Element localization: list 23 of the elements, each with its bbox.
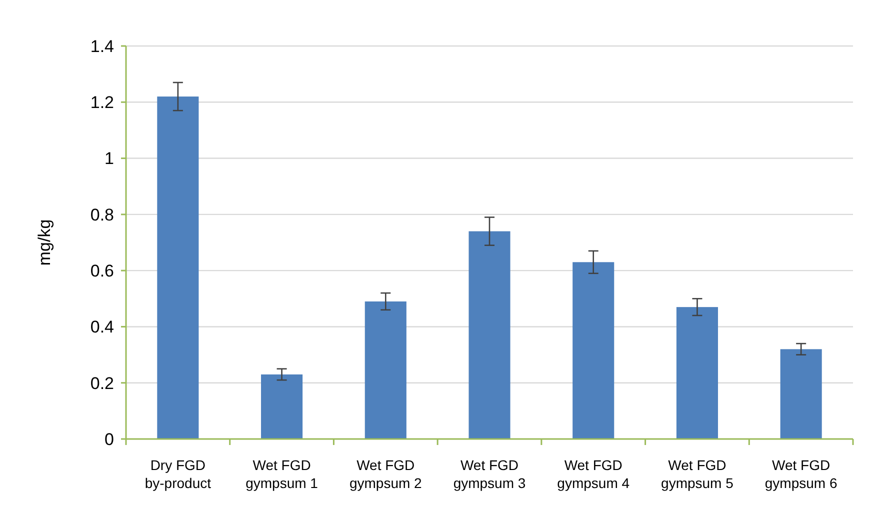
bar: [676, 307, 718, 439]
x-tick-label: Wet FGD gympsum 4: [557, 457, 630, 491]
y-tick-label: 1.2: [90, 93, 114, 112]
y-tick-label: 0.4: [90, 318, 114, 337]
y-tick-label: 0: [104, 430, 114, 449]
x-tick-label: Wet FGD gympsum 6: [764, 457, 838, 491]
x-tick-label: Dry FGD by-product: [144, 457, 212, 491]
x-tick-label: Wet FGD gympsum 3: [453, 457, 526, 491]
bar: [364, 301, 406, 439]
y-tick-label: 0.6: [90, 262, 114, 281]
bar: [780, 349, 822, 439]
y-tick-label: 0.2: [90, 374, 114, 393]
y-tick-label: 0.8: [90, 205, 114, 224]
y-tick-label: 1.4: [90, 36, 114, 56]
x-tick-label: Wet FGD gympsum 5: [661, 457, 734, 491]
bar: [572, 262, 614, 439]
x-tick-label: Wet FGD gympsum 1: [246, 457, 318, 491]
x-tick-label: Wet FGD gympsum 2: [349, 457, 422, 491]
bar: [261, 374, 303, 439]
bar: [157, 96, 199, 439]
y-tick-label: 1: [104, 149, 114, 168]
y-axis-title: mg/kg: [35, 219, 54, 266]
bar: [468, 231, 510, 439]
